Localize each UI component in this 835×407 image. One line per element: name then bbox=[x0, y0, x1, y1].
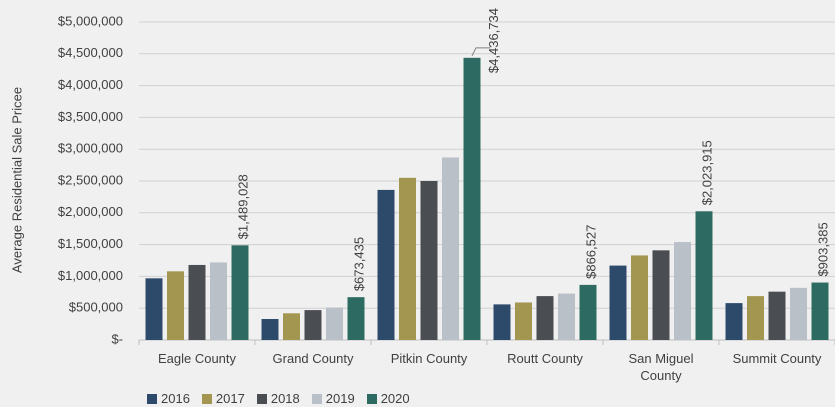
legend-label: 2019 bbox=[325, 391, 355, 406]
bar bbox=[768, 291, 786, 340]
bar bbox=[326, 307, 343, 340]
x-tick-label: Routt County bbox=[507, 351, 583, 366]
legend-item: 2020 bbox=[366, 391, 410, 407]
bar bbox=[609, 265, 627, 340]
bar bbox=[377, 189, 395, 340]
leader-line bbox=[471, 47, 491, 57]
y-tick-label: $3,000,000 bbox=[58, 141, 123, 156]
x-tick-label: Eagle County bbox=[157, 351, 237, 366]
bar bbox=[536, 296, 554, 340]
legend-swatch bbox=[147, 394, 157, 404]
bar bbox=[231, 245, 249, 340]
x-tick-label: Grand County bbox=[272, 351, 354, 366]
y-tick-label: $2,000,000 bbox=[58, 204, 123, 219]
data-label: $866,527 bbox=[583, 225, 598, 279]
bar bbox=[261, 319, 279, 340]
legend-label: 2020 bbox=[380, 391, 410, 406]
data-label: $673,435 bbox=[351, 237, 366, 291]
bar bbox=[145, 278, 163, 340]
x-tick-label: San Miguel County bbox=[628, 351, 694, 383]
y-tick-label: $3,500,000 bbox=[58, 109, 123, 124]
legend-swatch bbox=[256, 394, 267, 404]
x-tick-label: Summit County bbox=[732, 351, 822, 366]
bar bbox=[463, 57, 481, 340]
bar bbox=[579, 284, 597, 340]
legend-swatch bbox=[311, 394, 322, 404]
bar bbox=[695, 211, 713, 340]
bar bbox=[420, 181, 438, 340]
bar bbox=[283, 313, 300, 340]
legend-swatch bbox=[201, 394, 212, 404]
legend-item: 2016 bbox=[147, 391, 190, 407]
legend: 2016 2017 2018 2019 2020 bbox=[147, 391, 410, 407]
legend-item: 2019 bbox=[311, 391, 355, 407]
legend-label: 2017 bbox=[215, 391, 245, 406]
bar bbox=[188, 264, 206, 340]
legend-item: 2017 bbox=[201, 391, 245, 407]
bar bbox=[399, 177, 416, 340]
y-tick-label: $2,500,000 bbox=[58, 172, 123, 187]
bar bbox=[515, 302, 532, 340]
legend-label: 2016 bbox=[161, 391, 190, 406]
y-tick-label: $- bbox=[111, 331, 123, 346]
bar bbox=[347, 297, 365, 340]
y-tick-label: $5,000,000 bbox=[58, 13, 123, 28]
x-tick-label: Pitkin County bbox=[390, 351, 468, 366]
legend-item: 2018 bbox=[256, 391, 300, 407]
bar bbox=[493, 304, 511, 340]
y-tick-label: $1,500,000 bbox=[58, 236, 123, 251]
bar bbox=[674, 242, 691, 340]
data-label: $903,385 bbox=[815, 222, 830, 276]
data-label: $1,489,028 bbox=[235, 174, 250, 239]
data-label: $2,023,915 bbox=[699, 140, 714, 205]
legend-swatch bbox=[366, 394, 377, 404]
bar bbox=[631, 255, 648, 340]
bar bbox=[811, 282, 829, 340]
y-tick-label: $500,000 bbox=[69, 300, 123, 315]
bar bbox=[304, 310, 322, 340]
bar bbox=[725, 303, 743, 340]
bar bbox=[442, 157, 459, 340]
y-axis-title: Average Residential Sale Pricee bbox=[9, 87, 24, 273]
bar bbox=[790, 287, 807, 340]
bar bbox=[652, 250, 670, 340]
data-label: $4,436,734 bbox=[486, 8, 501, 73]
bar bbox=[210, 262, 227, 340]
y-tick-label: $1,000,000 bbox=[58, 268, 123, 283]
bar bbox=[167, 271, 184, 340]
legend-label: 2018 bbox=[270, 391, 300, 406]
y-tick-label: $4,000,000 bbox=[58, 77, 123, 92]
y-tick-label: $4,500,000 bbox=[58, 45, 123, 60]
bar bbox=[747, 296, 764, 340]
bar bbox=[558, 293, 575, 340]
